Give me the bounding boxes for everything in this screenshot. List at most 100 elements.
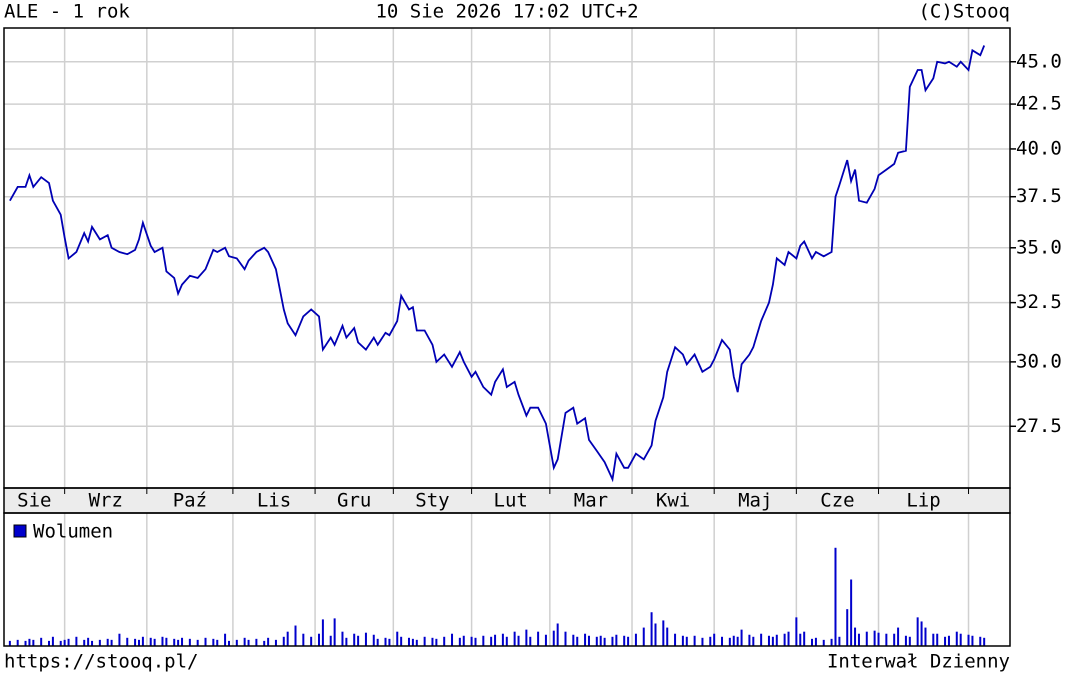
volume-bar [634,633,637,646]
volume-bar [134,638,137,646]
volume-bar [364,632,367,646]
volume-bar [838,636,841,646]
volume-bar [904,635,907,646]
interval: Interwał Dzienny [827,651,1010,673]
volume-bar [247,639,250,646]
volume-bar [908,636,911,646]
volume-bar [873,630,876,646]
volume-bar [384,637,387,646]
volume-bar [91,640,94,646]
volume-bar [24,640,27,646]
x-tick-label: Cze [820,490,854,512]
volume-bar [400,636,403,646]
volume-bar [110,639,113,646]
month-band [4,488,1010,513]
volume-bar [396,631,399,646]
volume-bar [47,640,50,646]
volume-bar [611,636,614,646]
volume-bar [177,639,180,646]
volume-bar [771,636,774,646]
volume-bar [235,639,238,646]
volume-bar [854,627,857,646]
y-tick-label: 42.5 [1016,93,1062,115]
volume-bar [760,633,763,646]
volume-bar [885,633,888,646]
volume-bar [59,640,62,646]
volume-bar [341,631,344,646]
volume-bar [173,638,176,646]
volume-bar [865,631,868,646]
volume-bar [850,579,853,646]
volume-bar [423,636,426,646]
volume-bar [294,625,297,646]
y-tick-label: 30.0 [1016,350,1062,372]
volume-bar [674,633,677,646]
volume-bar [8,640,11,646]
volume-bar [693,635,696,646]
volume-bar [517,635,520,646]
volume-bar [662,620,665,646]
volume-bar [814,637,817,646]
volume-bar [752,636,755,646]
volume-bar [63,639,66,646]
volume-bar [834,547,837,646]
volume-bar [345,637,348,646]
volume-bar [501,633,504,646]
volume-bar [701,637,704,646]
volume-bar [470,636,473,646]
volume-bar [505,636,508,646]
volume-bar [204,637,207,646]
volume-bar [924,627,927,646]
volume-bar [118,633,121,646]
y-tick-label: 40.0 [1016,137,1062,159]
x-tick-label: Lut [494,490,528,512]
volume-bar [971,635,974,646]
volume-bar [615,634,618,646]
volume-bar [137,639,140,646]
volume-bar [329,635,332,646]
volume-bar [302,633,305,646]
volume-bar [947,635,950,646]
volume-bar [431,637,434,646]
volume-bar [28,638,31,646]
volume-bar [435,638,438,646]
chart-date: 10 Sie 2026 17:02 UTC+2 [375,1,638,23]
volume-bar [681,635,684,646]
volume-bar [811,638,814,646]
volume-bar [513,631,516,646]
volume-bar [983,637,986,646]
price-line [9,45,986,483]
volume-bar [333,618,336,646]
volume-bar [709,636,712,646]
y-tick-label: 32.5 [1016,291,1062,313]
volume-bar [75,636,78,646]
volume-bar [153,638,156,646]
volume-bar [556,623,559,646]
volume-bar [83,639,86,646]
x-tick-label: Paź [173,490,207,512]
volume-bar [188,638,191,646]
volume-bar [713,633,716,646]
volume-bar [372,634,375,646]
volume-bar [165,637,168,646]
volume-bar [212,638,215,646]
x-tick-label: Sty [415,490,449,512]
volume-bar [407,637,410,646]
volume-bar [587,635,590,646]
volume-bar [552,630,555,646]
volume-bar [106,638,109,646]
volume-bar [216,639,219,646]
volume-bar [525,629,528,646]
volume-bar [748,634,751,646]
volume-bar [728,637,731,646]
volume-bar [584,633,587,646]
volume-bar [462,635,465,646]
volume-bar [40,637,43,646]
x-tick-label: Kwi [656,490,690,512]
volume-bar [721,636,724,646]
volume-bar [87,637,90,646]
panel-frame [3,512,1011,647]
volume-bar [458,637,461,646]
volume-bar [67,638,70,646]
